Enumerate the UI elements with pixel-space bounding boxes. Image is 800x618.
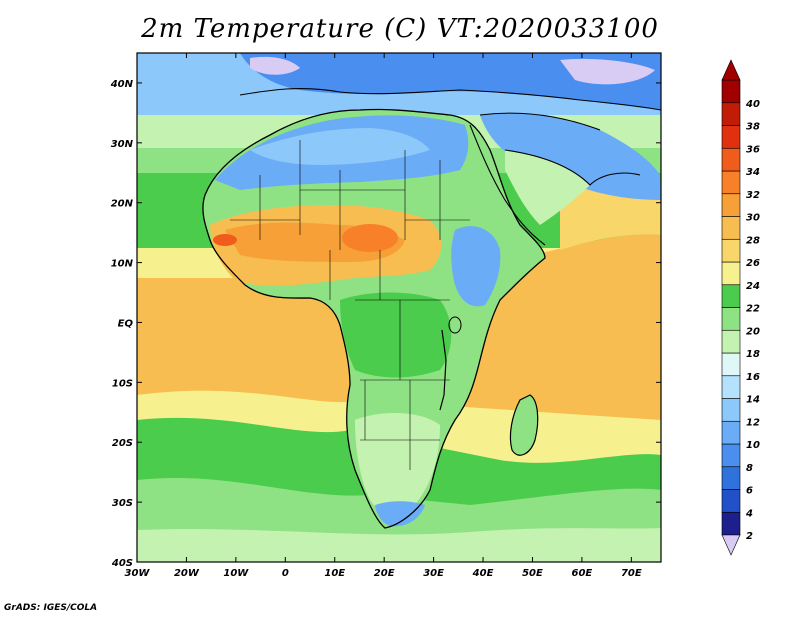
rift-lakes	[439, 329, 447, 411]
y-tick-label: 20S	[112, 438, 133, 449]
colorbar-label: 4	[745, 508, 753, 519]
x-tick-label: 20W	[174, 568, 200, 579]
colorbar-label: 38	[746, 122, 760, 133]
colorbar-label: 20	[746, 326, 760, 337]
colorbar-high-arrow	[721, 59, 741, 81]
colorbar-label: 2	[746, 531, 753, 542]
ocean-south-18	[137, 528, 661, 562]
x-tick-label: 0	[282, 568, 289, 579]
colorbar-segment	[721, 307, 741, 331]
colorbar-segment	[721, 352, 741, 377]
colorbar-segment	[721, 329, 741, 354]
europe	[240, 53, 661, 110]
madagascar	[510, 395, 538, 456]
colorbar-label: 40	[745, 99, 760, 110]
x-tick-label: 20E	[374, 568, 395, 579]
colorbar-segment	[721, 398, 741, 422]
colorbar-segment	[721, 170, 741, 195]
temperature-map: 30W 20W 10W 0 10E 20E 30E 40E 50E 60E 70E 40S 30S 20…	[110, 52, 760, 579]
colorbar-segment	[721, 284, 741, 308]
colorbar-label: 10	[746, 440, 760, 451]
colorbar-label: 22	[746, 304, 760, 315]
colorbar-segment	[721, 147, 741, 172]
y-tick-label: 10N	[111, 259, 134, 270]
chad-hotspot	[342, 224, 398, 252]
country-borders	[230, 140, 470, 470]
colorbar-segment	[721, 511, 741, 536]
colorbar-label: 32	[746, 190, 760, 201]
x-tick-label: 50E	[522, 568, 543, 579]
colorbar-segment	[721, 443, 741, 468]
colorbar-segment	[721, 238, 741, 263]
y-tick-label: 40S	[111, 558, 133, 569]
x-tick-label: 60E	[572, 568, 593, 579]
colorbar-segment	[721, 125, 741, 149]
colorbar-segment	[721, 489, 741, 513]
arabia-coastline	[469, 112, 641, 246]
x-tick-label: 10E	[324, 568, 345, 579]
colorbar-segment	[721, 79, 741, 104]
y-tick-label: 20N	[111, 199, 134, 210]
y-tick-label: 30S	[112, 498, 133, 509]
south-africa-cool	[375, 501, 425, 527]
x-tick-label: 70E	[621, 568, 642, 579]
colorbar-segment	[721, 102, 741, 126]
colorbar-label: 8	[746, 463, 753, 474]
colorbar-label: 30	[746, 213, 760, 224]
y-tick-label: 30N	[111, 139, 134, 150]
africa-coastline	[202, 108, 546, 529]
colorbar-label: 34	[746, 167, 760, 178]
indian-ocean-warm	[510, 234, 661, 420]
colorbar-low-arrow	[721, 534, 741, 556]
europe-coastline	[239, 87, 661, 111]
sahara-cool-center	[250, 128, 430, 165]
colorbar-segment	[721, 261, 741, 286]
colorbar-label: 16	[746, 372, 760, 383]
central-africa	[340, 292, 452, 378]
colorbar-label: 28	[746, 235, 760, 246]
colorbar-label: 12	[746, 417, 760, 428]
x-tick-label: 10W	[223, 568, 249, 579]
y-axis: 40S 30S 20S 10S EQ 10N 20N 30N 40N	[110, 79, 661, 569]
footer-credit: GrADS: IGES/COLA	[4, 603, 98, 613]
arabian-sea	[560, 183, 661, 250]
ethiopia-highlands	[451, 226, 501, 307]
x-tick-label: 30E	[423, 568, 444, 579]
x-axis: 30W 20W 10W 0 10E 20E 30E 40E 50E 60E 70E	[125, 53, 642, 579]
colorbar-segment	[721, 420, 741, 445]
colorbar-segment	[721, 375, 741, 399]
x-tick-label: 30W	[125, 568, 151, 579]
map-field	[137, 53, 661, 562]
colorbar-label: 6	[746, 486, 753, 497]
colorbar-label: 26	[746, 258, 760, 269]
arabian-peninsula	[505, 150, 590, 225]
colorbar-label: 36	[746, 144, 760, 155]
colorbar-segment	[721, 193, 741, 217]
southern-africa	[355, 413, 440, 516]
iberia-cold	[250, 56, 300, 75]
colorbar-label: 14	[746, 395, 760, 406]
chart-title: 2m Temperature (C) VT:2020033100	[141, 14, 659, 44]
senegal-hotspot	[213, 234, 237, 246]
colorbar-segment	[721, 466, 741, 490]
colorbar-label: 24	[746, 281, 760, 292]
y-tick-label: 40N	[110, 79, 134, 90]
y-tick-label: EQ	[118, 318, 134, 329]
middle-east	[480, 113, 661, 200]
colorbar-label: 18	[746, 349, 760, 360]
x-tick-label: 40E	[472, 568, 494, 579]
colorbar-segment	[721, 216, 741, 240]
y-tick-label: 10S	[112, 378, 133, 389]
lake-victoria	[448, 316, 462, 334]
plot-frame	[136, 52, 662, 563]
caucasus-cold	[560, 58, 655, 85]
madagascar-coastline	[509, 394, 539, 456]
